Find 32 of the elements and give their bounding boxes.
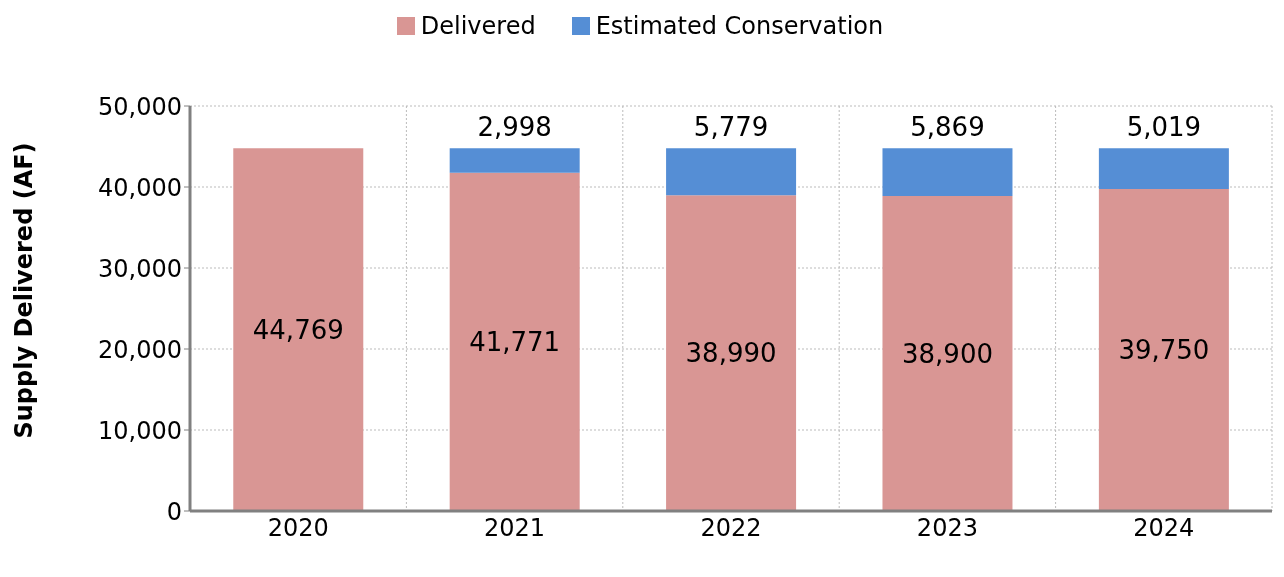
legend-label: Delivered [420, 12, 536, 40]
x-tick-label: 2023 [916, 514, 978, 543]
bar [449, 148, 580, 173]
y-tick-label: 50,000 [98, 92, 182, 121]
bar [1098, 189, 1229, 511]
y-tick-label: 0 [166, 497, 182, 526]
bar [449, 172, 580, 511]
bar [233, 148, 364, 511]
x-tick-label: 2024 [1133, 514, 1195, 543]
data-label: 2,998 [477, 112, 552, 143]
bar [666, 148, 797, 196]
data-label: 5,019 [1126, 112, 1202, 143]
bar [882, 148, 1013, 196]
x-tick-label: 2020 [267, 514, 329, 543]
data-label: 5,779 [693, 112, 769, 143]
bar [666, 195, 797, 511]
y-tick-label: 20,000 [98, 335, 182, 364]
bar [882, 195, 1013, 511]
y-tick-label: 40,000 [98, 173, 182, 202]
data-label: 38,990 [685, 338, 777, 369]
y-tick-label: 10,000 [98, 416, 182, 445]
y-axis-title: Supply Delivered (AF) [9, 142, 38, 439]
x-tick-label: 2021 [484, 514, 546, 543]
data-label: 41,771 [469, 327, 561, 358]
data-label: 38,900 [901, 338, 993, 369]
data-label: 5,869 [910, 112, 985, 143]
y-tick-label: 30,000 [98, 254, 182, 283]
legend-label: Estimated Conservation [595, 12, 884, 40]
x-tick-label: 2022 [700, 514, 762, 543]
data-label: 39,750 [1118, 335, 1210, 366]
data-label: 44,769 [252, 314, 344, 345]
bar [1098, 148, 1229, 190]
